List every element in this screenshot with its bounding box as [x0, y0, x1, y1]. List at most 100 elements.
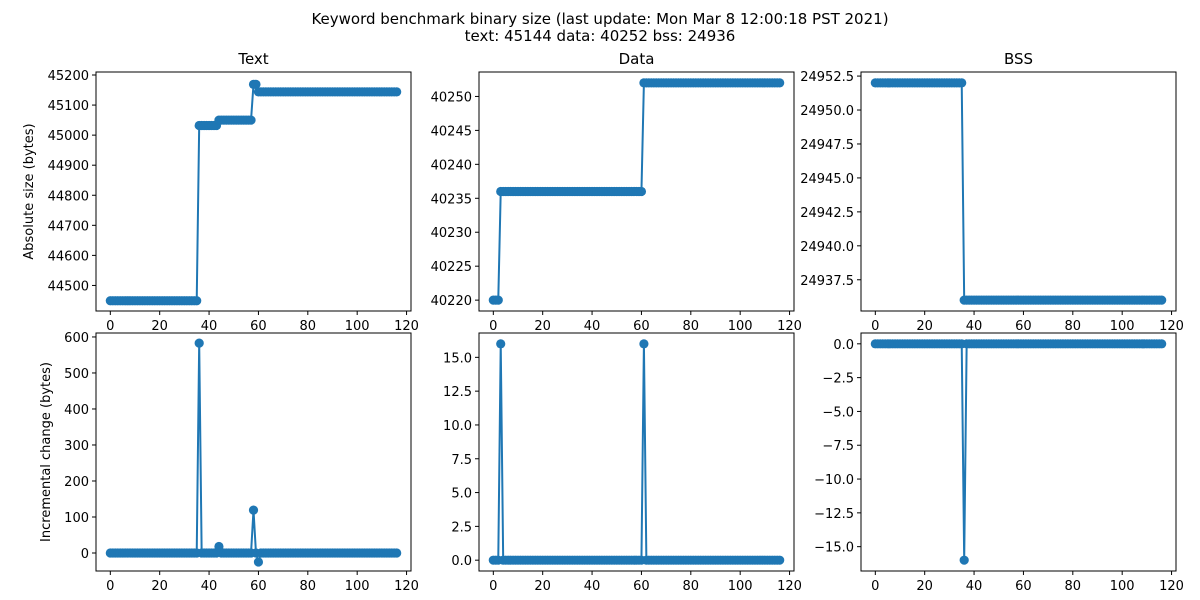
- x-tick-label: 80: [1065, 319, 1082, 334]
- subplot-data-absolute: 0 20 40 60 80 100 120 40220 40225 40230 40235 40240…: [431, 50, 802, 334]
- data-point: [392, 87, 402, 97]
- axes-frame: [860, 332, 1177, 572]
- y-tick-label: 40245: [431, 124, 472, 139]
- x-tick-label: 60: [250, 579, 267, 594]
- x-tick-label: 0: [871, 579, 879, 594]
- x-tick-label: 80: [300, 319, 317, 334]
- x-tick-label: 60: [633, 579, 650, 594]
- figure-title-line-2: text: 45144 data: 40252 bss: 24936: [465, 27, 736, 45]
- data-point: [639, 339, 649, 349]
- x-tick-label: 60: [1015, 319, 1032, 334]
- x-tick-label: 40: [201, 319, 218, 334]
- data-point: [246, 115, 256, 125]
- y-tick-label: −7.5: [822, 439, 854, 454]
- y-tick-label: 0.0: [833, 338, 854, 353]
- y-tick-label: −10.0: [814, 473, 854, 488]
- x-tick-label: 40: [584, 319, 601, 334]
- x-tick-label: 40: [201, 579, 218, 594]
- y-tick-label: 45000: [48, 129, 89, 144]
- x-tick-label: 0: [489, 319, 497, 334]
- x-tick-label: 20: [534, 319, 551, 334]
- data-point: [251, 79, 261, 89]
- y-tick-label: 600: [64, 331, 89, 346]
- x-tick-label: 100: [1110, 319, 1135, 334]
- subplot-title: BSS: [1004, 50, 1033, 68]
- y-tick-label: 300: [64, 439, 89, 454]
- y-tick-label: 44600: [48, 249, 89, 264]
- y-tick-label: 100: [64, 511, 89, 526]
- y-tick-label: 40230: [431, 226, 472, 241]
- y-tick-label: 24940.0: [800, 240, 854, 255]
- subplot-title: Data: [619, 50, 655, 68]
- x-tick-label: 120: [777, 319, 802, 334]
- subplot-text-incremental: 0 20 40 60 80 100 120 0 100 200 300 400 500 600 Increm…: [39, 331, 419, 594]
- y-tick-label: −15.0: [814, 541, 854, 556]
- y-tick-label: 44900: [48, 159, 89, 174]
- y-tick-label: 15.0: [443, 351, 472, 366]
- data-point: [253, 557, 264, 567]
- x-tick-label: 40: [966, 319, 983, 334]
- y-tick-label: 44500: [48, 279, 89, 294]
- y-tick-label: 0: [81, 547, 89, 562]
- x-tick-label: 80: [683, 319, 700, 334]
- subplot-data-incremental: 0 20 40 60 80 100 120 0.0 2.5 5.0 7.5 10.0 12.5 15.0: [443, 332, 802, 594]
- x-tick-label: 20: [534, 579, 551, 594]
- x-tick-label: 100: [345, 579, 370, 594]
- data-point: [192, 296, 202, 306]
- y-tick-label: 12.5: [443, 385, 472, 400]
- y-tick-label: 40250: [431, 90, 472, 105]
- x-tick-label: 120: [394, 319, 419, 334]
- y-tick-label: 2.5: [451, 520, 472, 535]
- data-point: [493, 295, 503, 305]
- data-point: [392, 548, 402, 558]
- y-tick-label: 24945.0: [800, 172, 854, 187]
- y-tick-label: 400: [64, 403, 89, 418]
- data-point: [248, 505, 259, 515]
- x-tick-label: 60: [250, 319, 267, 334]
- data-point: [1157, 295, 1167, 305]
- y-tick-label: 40225: [431, 260, 472, 275]
- y-tick-label: 40220: [431, 294, 472, 309]
- x-tick-label: 0: [871, 319, 879, 334]
- x-tick-label: 0: [106, 319, 114, 334]
- axes-frame: [95, 332, 412, 572]
- axes-frame: [95, 71, 412, 312]
- x-tick-label: 40: [584, 579, 601, 594]
- y-tick-label: 40240: [431, 158, 472, 173]
- y-tick-label: −5.0: [822, 405, 854, 420]
- x-tick-label: 60: [1015, 579, 1032, 594]
- data-point: [959, 555, 969, 565]
- subplot-title: Text: [237, 50, 268, 68]
- axes-frame: [860, 71, 1177, 312]
- axes-frame: [478, 332, 795, 572]
- data-point: [636, 186, 647, 197]
- y-tick-label: 7.5: [451, 453, 472, 468]
- y-tick-label: 45200: [48, 69, 89, 84]
- y-tick-label: 24950.0: [800, 104, 854, 119]
- x-tick-label: 120: [1159, 319, 1184, 334]
- y-tick-label: 200: [64, 475, 89, 490]
- x-tick-label: 20: [151, 319, 168, 334]
- x-tick-label: 80: [683, 579, 700, 594]
- y-tick-label: 45100: [48, 99, 89, 114]
- x-tick-label: 0: [106, 579, 114, 594]
- y-tick-label: 0.0: [451, 554, 472, 569]
- data-point: [957, 78, 967, 88]
- y-axis-label: Absolute size (bytes): [22, 123, 37, 259]
- x-tick-label: 120: [1159, 579, 1184, 594]
- y-tick-label: 24947.5: [800, 138, 854, 153]
- x-tick-label: 60: [633, 319, 650, 334]
- y-tick-label: −12.5: [814, 507, 854, 522]
- data-point: [775, 78, 785, 88]
- y-tick-label: −2.5: [822, 372, 854, 387]
- x-tick-label: 100: [1110, 579, 1135, 594]
- x-tick-label: 100: [345, 319, 370, 334]
- y-tick-label: 5.0: [451, 487, 472, 502]
- y-tick-label: 44700: [48, 219, 89, 234]
- y-tick-label: 40235: [431, 192, 472, 207]
- x-tick-label: 100: [728, 319, 753, 334]
- data-point: [1157, 339, 1167, 349]
- x-tick-label: 20: [916, 579, 933, 594]
- x-tick-label: 20: [151, 579, 168, 594]
- x-tick-label: 80: [1065, 579, 1082, 594]
